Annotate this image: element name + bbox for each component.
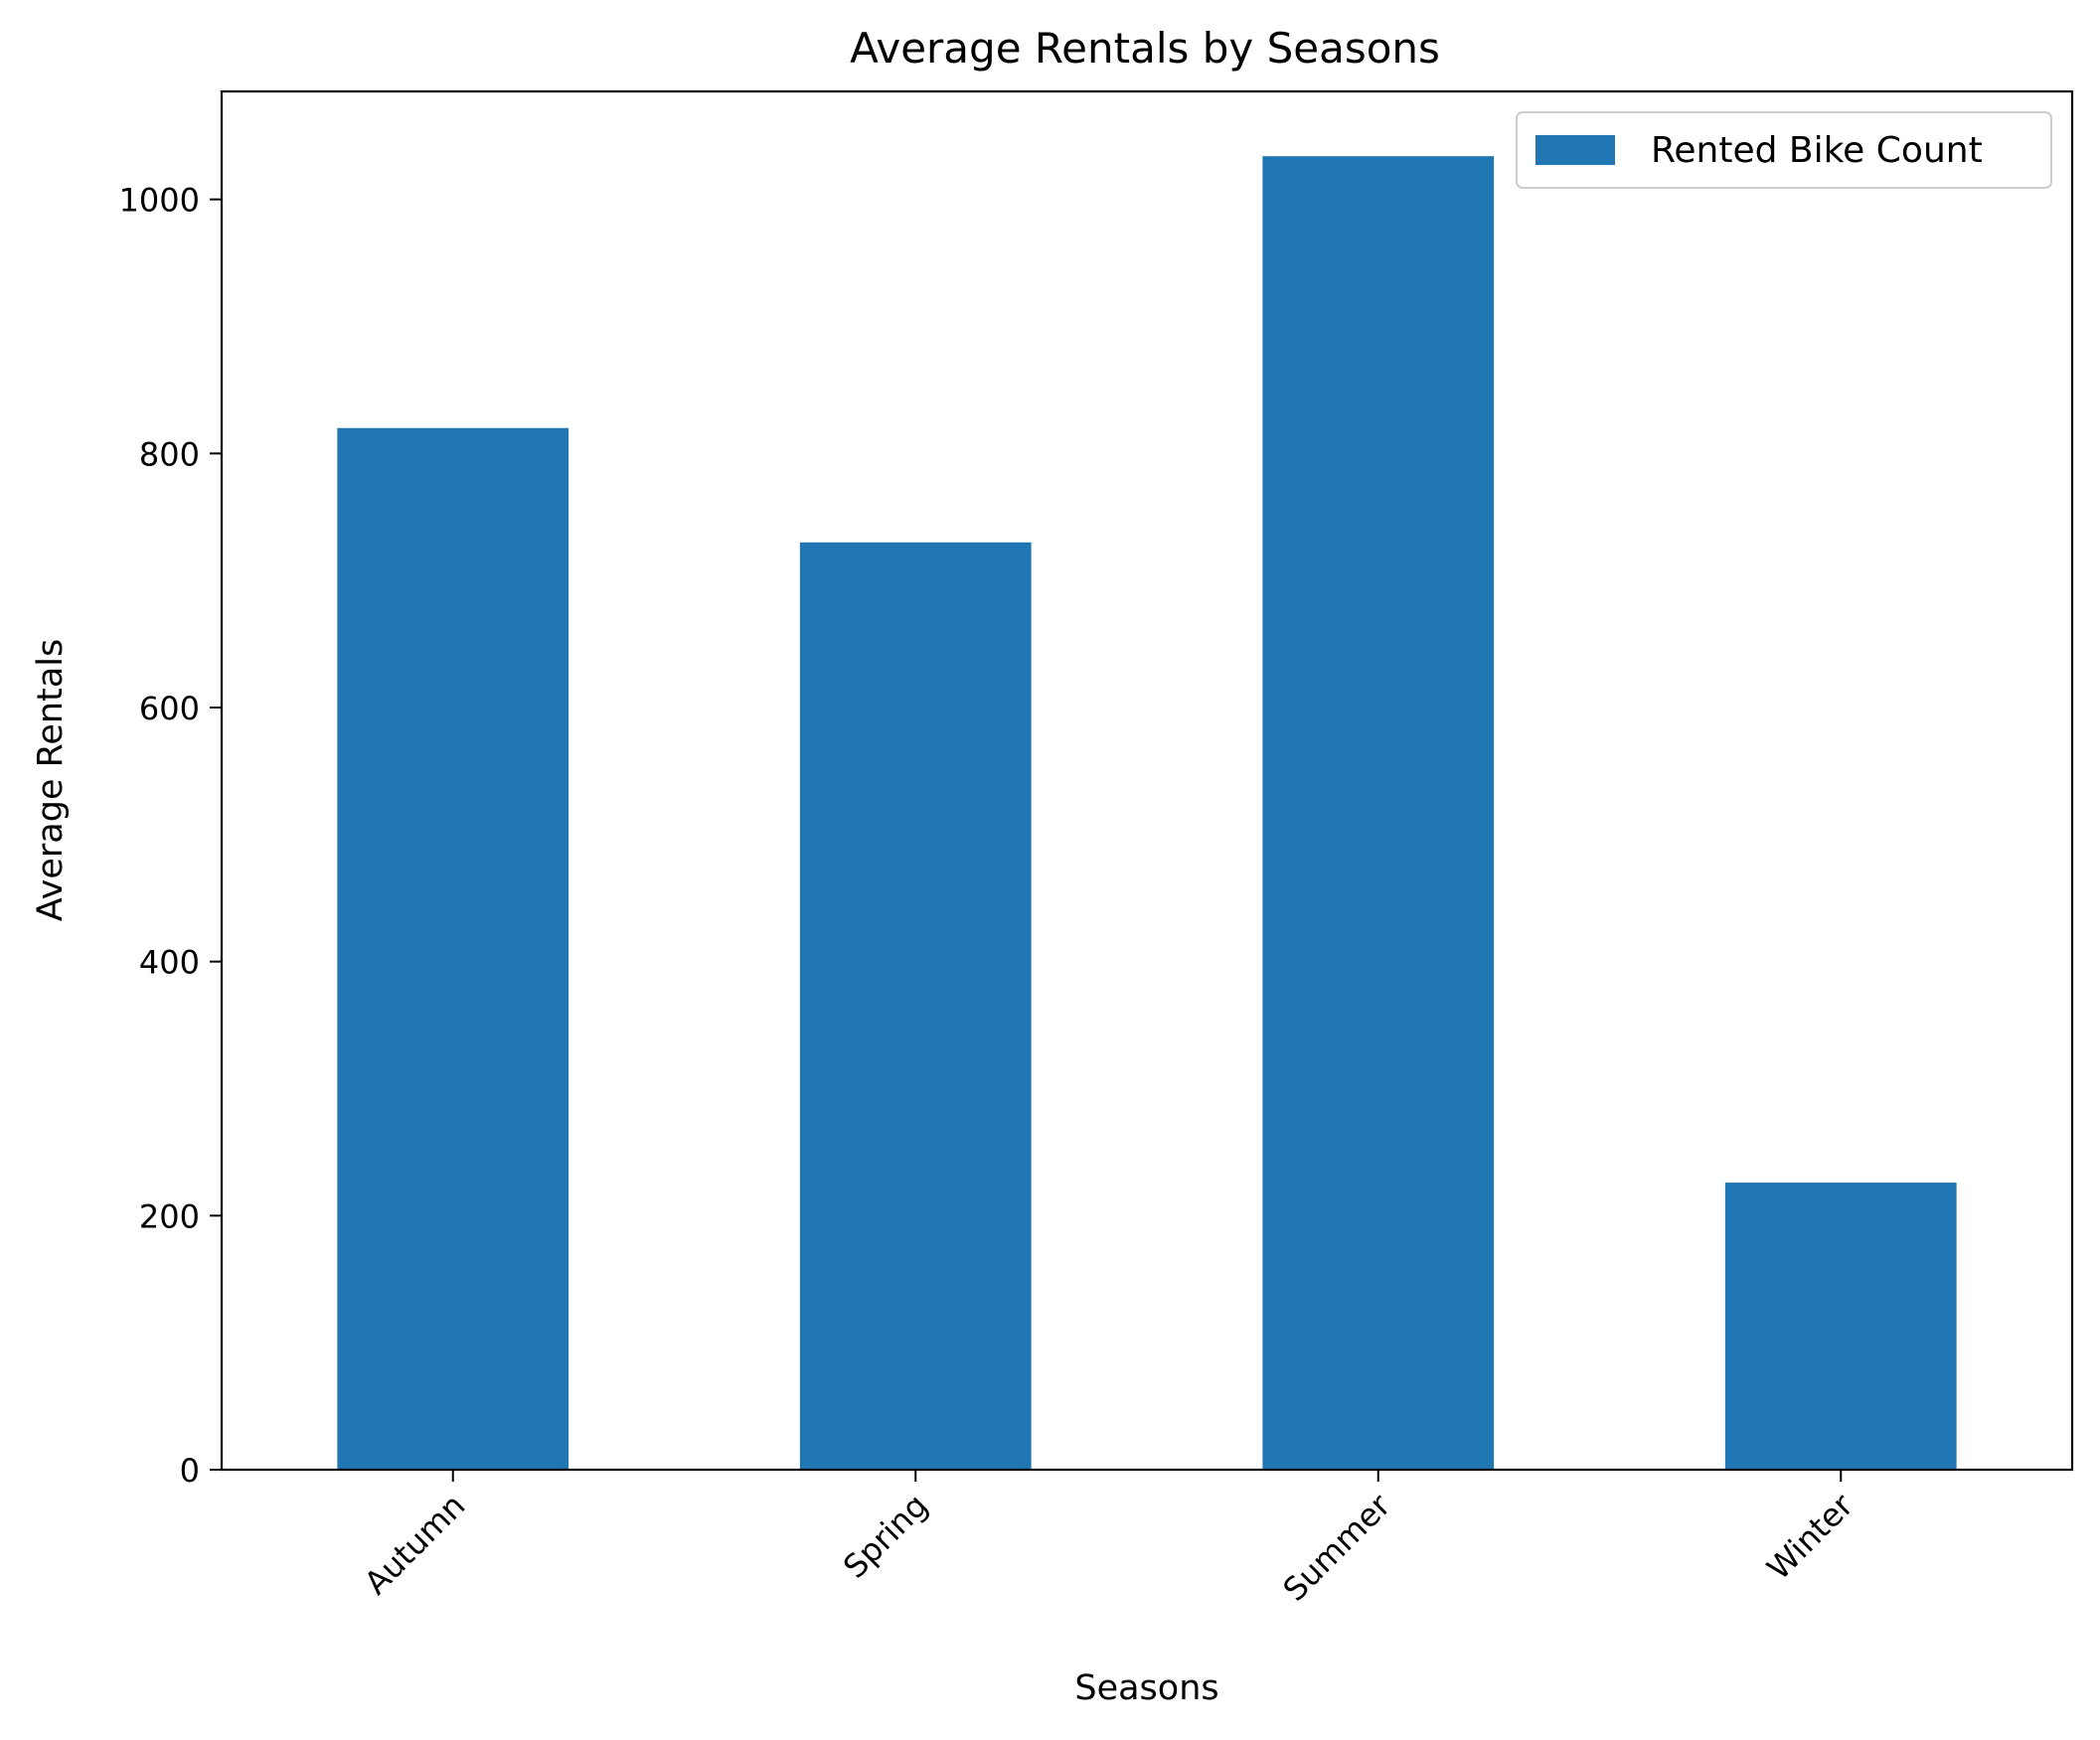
y-tick-label: 400 bbox=[139, 944, 200, 982]
bar-autumn bbox=[337, 427, 569, 1470]
y-tick-label: 0 bbox=[180, 1452, 200, 1490]
bar-summer bbox=[1262, 156, 1495, 1470]
legend-label: Rented Bike Count bbox=[1651, 130, 1983, 171]
legend: Rented Bike Count bbox=[1516, 111, 2052, 189]
bar-spring bbox=[799, 542, 1032, 1470]
y-axis: 0 200 400 600 800 1000 bbox=[119, 182, 222, 1490]
legend-swatch bbox=[1535, 135, 1615, 165]
y-axis-label: Average Rentals bbox=[31, 639, 71, 921]
bars-group bbox=[337, 156, 1957, 1470]
y-tick-label: 200 bbox=[139, 1197, 200, 1235]
x-axis-label: Seasons bbox=[1074, 1668, 1218, 1708]
y-tick-label: 800 bbox=[139, 435, 200, 473]
legend-box bbox=[1516, 111, 2052, 189]
y-tick-label: 1000 bbox=[119, 182, 200, 220]
y-tick-label: 600 bbox=[139, 690, 200, 727]
plot-frame bbox=[220, 89, 2074, 1472]
bar-winter bbox=[1724, 1183, 1957, 1470]
chart-title: Average Rentals by Seasons bbox=[850, 24, 1440, 73]
